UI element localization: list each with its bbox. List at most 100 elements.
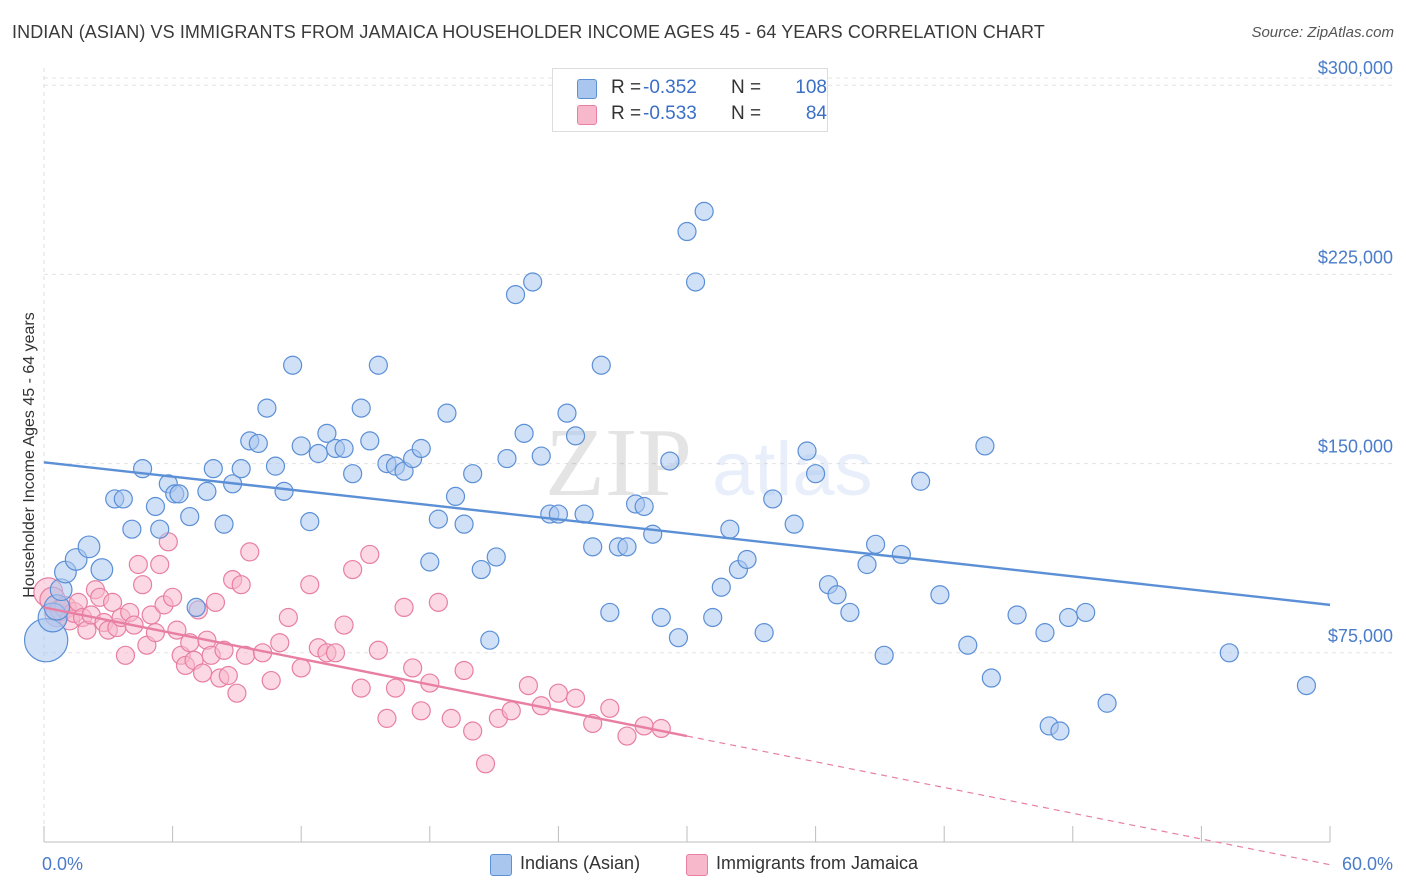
point-indian bbox=[283, 355, 303, 375]
point-indian bbox=[471, 559, 491, 580]
legend-r-label: R = bbox=[611, 77, 642, 98]
point-jamaica bbox=[360, 544, 380, 565]
point-indian bbox=[660, 451, 680, 471]
point-jamaica bbox=[325, 643, 346, 663]
watermark-atlas: atlas bbox=[712, 427, 873, 512]
point-indian bbox=[300, 512, 320, 532]
point-indian bbox=[711, 577, 731, 597]
point-indian bbox=[557, 403, 577, 423]
point-jamaica bbox=[231, 575, 251, 595]
point-indian bbox=[737, 549, 757, 570]
trend-line-extension-jamaica bbox=[686, 735, 1331, 866]
point-indian bbox=[203, 459, 223, 479]
point-indian bbox=[1050, 721, 1070, 741]
point-indian bbox=[445, 486, 466, 507]
point-indian bbox=[360, 431, 380, 451]
legend-n-label: N = bbox=[731, 103, 762, 124]
point-indian bbox=[797, 441, 817, 461]
point-indian bbox=[911, 471, 931, 491]
point-indian bbox=[334, 438, 354, 459]
point-jamaica bbox=[115, 645, 136, 665]
point-indian bbox=[1058, 607, 1079, 628]
point-indian bbox=[514, 423, 534, 443]
legend-n-label: N = bbox=[731, 77, 762, 98]
point-jamaica bbox=[351, 678, 371, 698]
point-indian bbox=[480, 630, 500, 650]
point-indian bbox=[694, 201, 714, 221]
point-indian bbox=[317, 423, 337, 443]
point-jamaica bbox=[548, 683, 569, 703]
point-indian bbox=[505, 285, 526, 305]
point-jamaica bbox=[132, 575, 153, 595]
point-jamaica bbox=[141, 605, 161, 625]
point-jamaica bbox=[343, 559, 363, 580]
point-jamaica bbox=[128, 554, 148, 575]
point-indian bbox=[975, 436, 995, 456]
point-jamaica bbox=[411, 701, 431, 721]
point-indian bbox=[840, 602, 860, 623]
y-axis-title: Householder Income Ages 45 - 64 years bbox=[21, 312, 38, 598]
point-indian bbox=[186, 597, 206, 618]
point-indian bbox=[486, 547, 506, 567]
point-jamaica bbox=[150, 554, 170, 575]
point-indian bbox=[454, 514, 474, 534]
point-jamaica bbox=[501, 701, 521, 721]
point-indian bbox=[197, 481, 217, 501]
point-indian bbox=[1035, 623, 1055, 643]
point-indian bbox=[291, 436, 311, 456]
legend-swatch-indian bbox=[490, 854, 512, 876]
point-jamaica bbox=[278, 607, 298, 628]
x-tick-label-max: 60.0% bbox=[1342, 854, 1393, 874]
point-indian bbox=[368, 355, 388, 375]
point-jamaica bbox=[163, 587, 183, 607]
series-legend: Indians (Asian) Immigrants from Jamaica bbox=[0, 852, 1406, 878]
point-indian bbox=[231, 459, 251, 479]
point-jamaica bbox=[403, 658, 423, 678]
point-jamaica bbox=[385, 678, 406, 698]
y-tick-label: $300,000 bbox=[1318, 58, 1393, 78]
axes bbox=[43, 68, 1331, 843]
point-indian bbox=[703, 607, 723, 628]
point-jamaica bbox=[454, 660, 474, 681]
point-indian bbox=[523, 272, 543, 292]
y-tick-labels: $75,000 $150,000 $225,000 $300,000 bbox=[1318, 58, 1393, 646]
point-jamaica bbox=[102, 592, 123, 612]
point-indian bbox=[150, 519, 170, 539]
point-indian bbox=[265, 456, 286, 476]
point-indian bbox=[248, 433, 268, 454]
point-indian bbox=[891, 544, 911, 565]
point-indian bbox=[420, 552, 440, 572]
legend-r-value: -0.352 bbox=[643, 77, 697, 98]
point-indian bbox=[958, 635, 978, 655]
point-indian bbox=[77, 535, 101, 559]
point-indian bbox=[463, 464, 483, 484]
point-indian bbox=[583, 537, 603, 557]
point-indian bbox=[1007, 605, 1027, 625]
point-indian bbox=[930, 585, 950, 605]
point-indian bbox=[591, 355, 611, 375]
point-indian bbox=[805, 464, 826, 484]
point-jamaica bbox=[394, 597, 414, 618]
point-indian bbox=[437, 403, 457, 423]
grid-lines bbox=[44, 77, 1396, 654]
point-indian bbox=[784, 514, 804, 534]
point-jamaica bbox=[270, 633, 290, 653]
point-indian bbox=[827, 585, 847, 605]
x-tick-label-min: 0.0% bbox=[42, 854, 83, 874]
point-jamaica bbox=[300, 575, 320, 595]
trend-line-indian bbox=[43, 461, 1331, 607]
point-indian bbox=[617, 537, 637, 557]
trend-line-jamaica bbox=[43, 606, 688, 738]
point-indian bbox=[428, 509, 448, 529]
point-jamaica bbox=[205, 592, 226, 612]
point-indian bbox=[531, 446, 551, 466]
point-jamaica bbox=[240, 542, 260, 562]
point-indian bbox=[180, 506, 200, 527]
point-indian bbox=[343, 464, 363, 484]
point-jamaica bbox=[291, 658, 311, 678]
point-indian bbox=[1219, 643, 1239, 663]
series-indian-points bbox=[23, 201, 1317, 741]
point-jamaica bbox=[617, 726, 637, 746]
correlation-legend: R = -0.352 N = 108 R = -0.533 N = 84 bbox=[552, 68, 828, 132]
